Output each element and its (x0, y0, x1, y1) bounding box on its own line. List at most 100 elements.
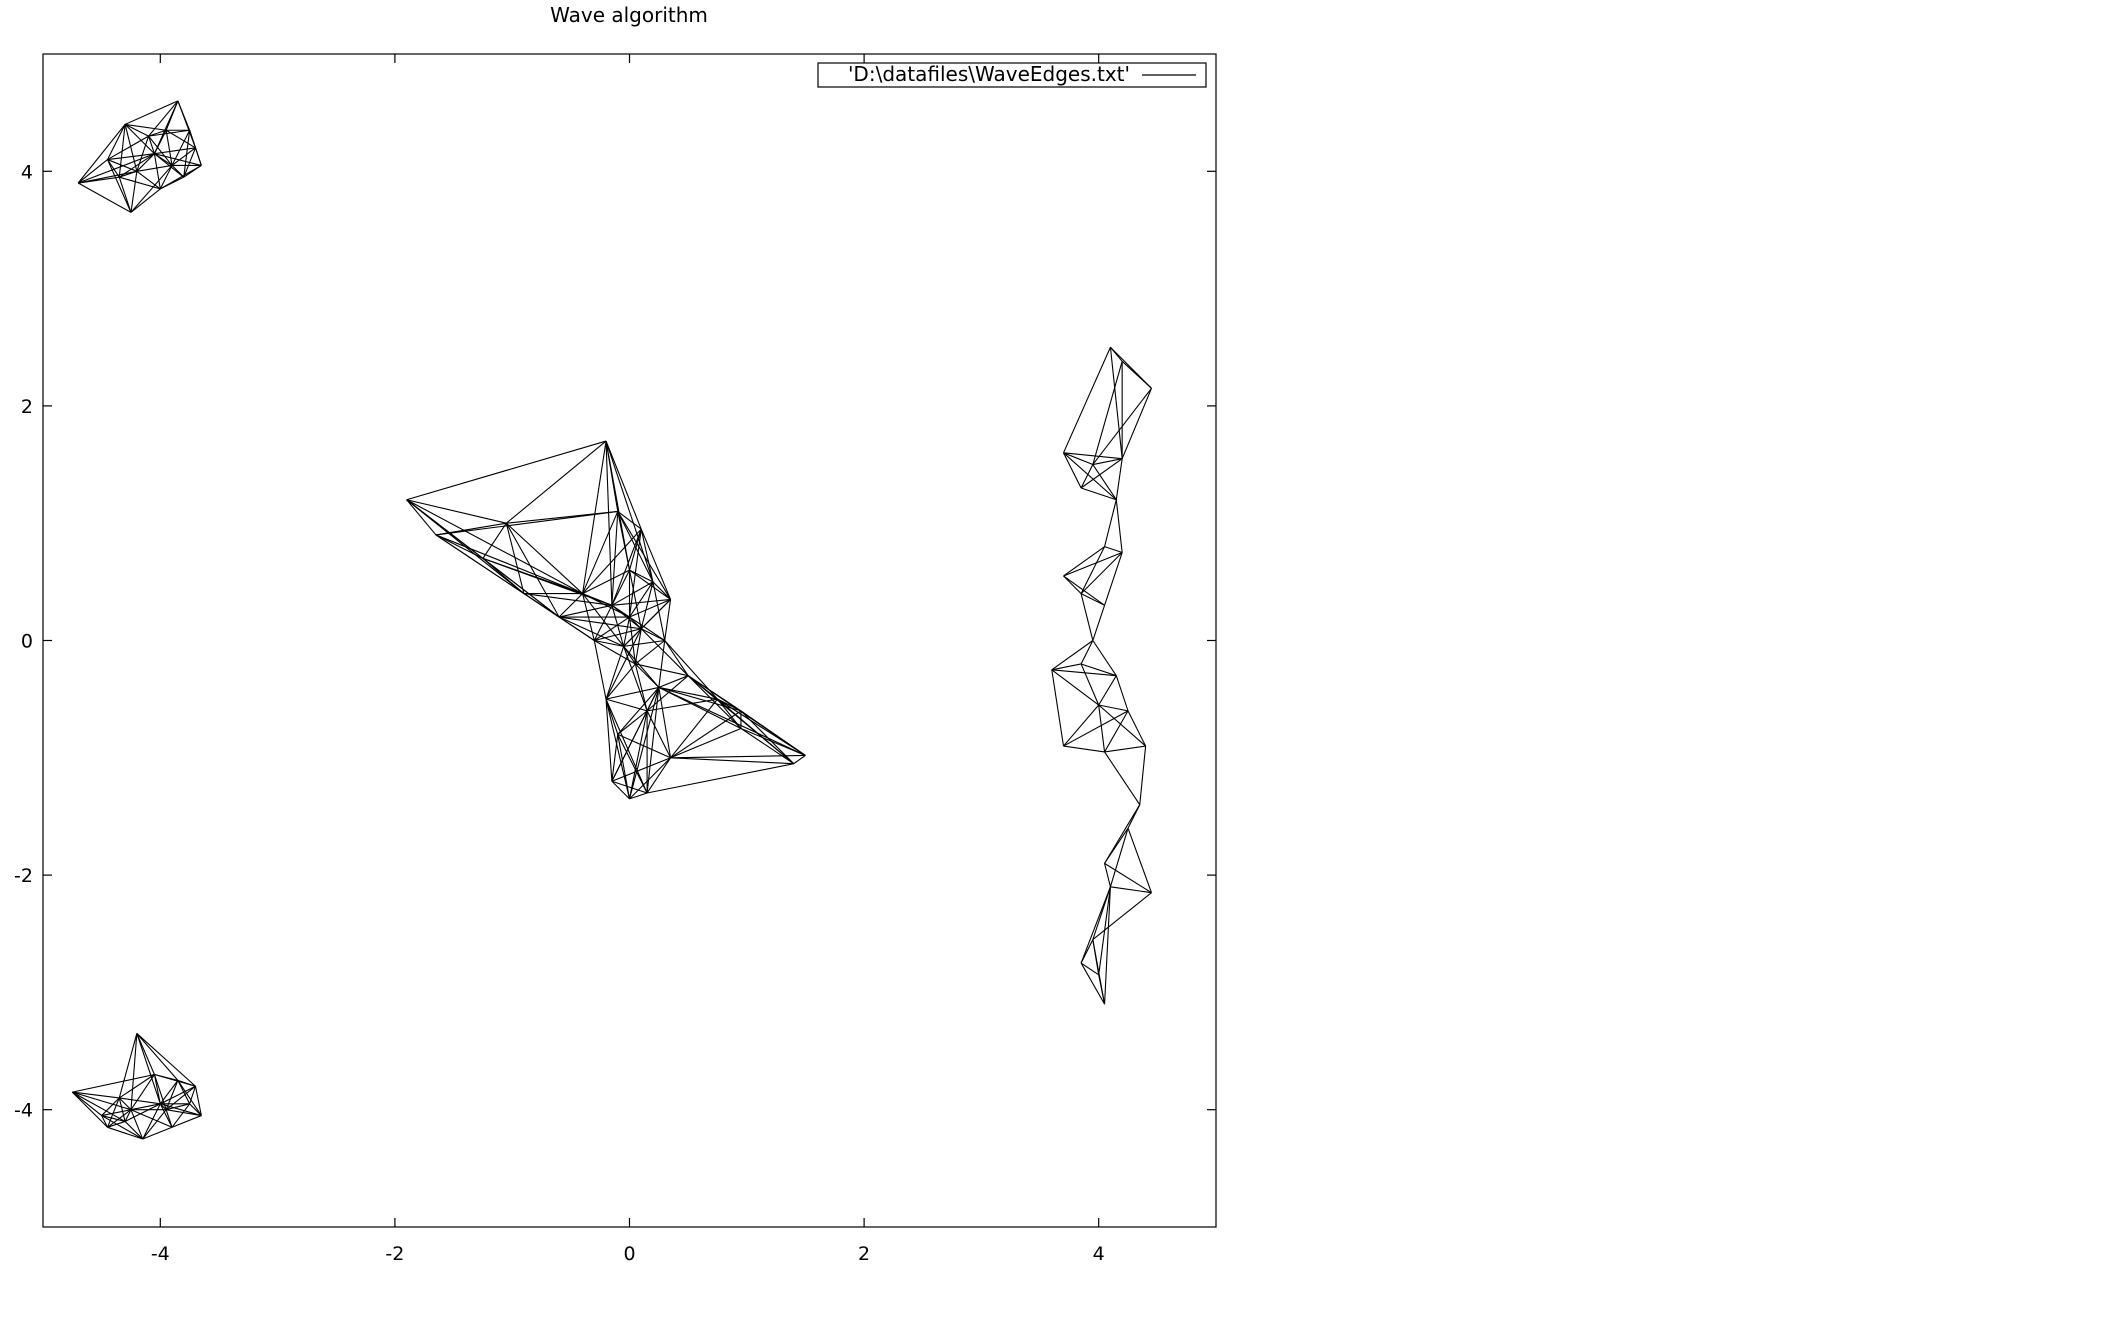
edge (1109, 828, 1129, 887)
edge (136, 170, 161, 190)
edge (582, 593, 595, 641)
edge (594, 628, 642, 642)
edge (136, 153, 155, 172)
edge (1080, 886, 1111, 964)
edge (523, 593, 612, 606)
edge (1051, 669, 1117, 677)
legend-box (817, 62, 1207, 88)
edge (617, 511, 654, 583)
edge (593, 605, 613, 641)
edge (71, 1091, 102, 1116)
edge (101, 1097, 120, 1116)
edge (1051, 640, 1094, 671)
edge (605, 699, 613, 782)
legend: 'D:\datafiles\WaveEdges.txt' (817, 62, 1207, 88)
edge (189, 130, 202, 166)
edge (670, 727, 742, 759)
edge (617, 511, 631, 571)
edge (1092, 605, 1106, 641)
y-tick-label: -4 (14, 1100, 33, 1122)
edge (124, 100, 179, 125)
edge (101, 1109, 132, 1117)
edge (1063, 452, 1082, 489)
edge (1080, 663, 1100, 706)
edge (130, 1074, 155, 1111)
edge (1051, 669, 1065, 747)
edge (623, 646, 660, 688)
edge (1080, 464, 1094, 489)
cluster-right (1051, 346, 1153, 1005)
edge (628, 528, 642, 571)
edge (165, 1109, 173, 1128)
axis-tick-labels: -4 -2 0 2 4 -4 -2 0 2 4 (14, 161, 1105, 1265)
edge (71, 1091, 108, 1128)
edge (505, 440, 607, 524)
legend-entry-label: 'D:\datafiles\WaveEdges.txt' (848, 62, 1130, 86)
edge (153, 153, 161, 189)
edge (605, 663, 636, 700)
edge (1063, 552, 1123, 577)
edge (1063, 575, 1105, 606)
edge (177, 1080, 202, 1116)
edge (658, 675, 689, 688)
edge (136, 1033, 155, 1075)
edge (142, 1109, 167, 1140)
edge (646, 710, 672, 759)
y-tick-label: 4 (21, 161, 33, 183)
edge (406, 499, 437, 536)
edge (793, 755, 806, 765)
edge (1098, 675, 1117, 706)
edge (640, 528, 672, 600)
edge (640, 581, 654, 629)
edge (1109, 347, 1123, 459)
edge (435, 534, 583, 595)
edge (1104, 862, 1152, 894)
edge (629, 581, 654, 618)
edge (1104, 552, 1123, 606)
edge (130, 1109, 173, 1128)
edge (136, 1033, 196, 1087)
edge (107, 1097, 120, 1128)
edge (558, 616, 624, 647)
edge (617, 734, 648, 794)
edge (148, 100, 179, 137)
edge (1063, 575, 1082, 594)
edge (165, 1080, 179, 1110)
edge (582, 528, 642, 594)
edge (617, 734, 631, 799)
edge (628, 687, 660, 799)
edge (1080, 663, 1117, 677)
edge (635, 640, 666, 665)
edge (119, 170, 138, 178)
edge (160, 164, 202, 190)
edge (559, 604, 613, 618)
edge (118, 1097, 126, 1122)
edge (1080, 552, 1123, 594)
cluster-top-left (77, 100, 202, 213)
edge (124, 123, 149, 137)
edge (740, 728, 795, 765)
edge (154, 153, 202, 166)
edge (670, 710, 742, 759)
edge (1110, 886, 1152, 894)
edge (1063, 745, 1105, 753)
edge (634, 628, 642, 665)
edge (166, 1109, 202, 1117)
edge (406, 440, 607, 501)
edge (505, 522, 560, 618)
edge (1127, 710, 1147, 747)
edge (130, 165, 173, 213)
edge (611, 780, 630, 800)
y-tick-label: 2 (21, 396, 33, 418)
edge (482, 522, 507, 559)
edge (605, 441, 613, 606)
edge (640, 528, 654, 582)
edge (629, 792, 648, 800)
edge (670, 698, 718, 759)
edge (435, 534, 484, 559)
edge (1080, 962, 1100, 976)
edge (124, 124, 138, 172)
edge (594, 639, 624, 647)
edge (183, 130, 191, 178)
edge (687, 675, 742, 729)
